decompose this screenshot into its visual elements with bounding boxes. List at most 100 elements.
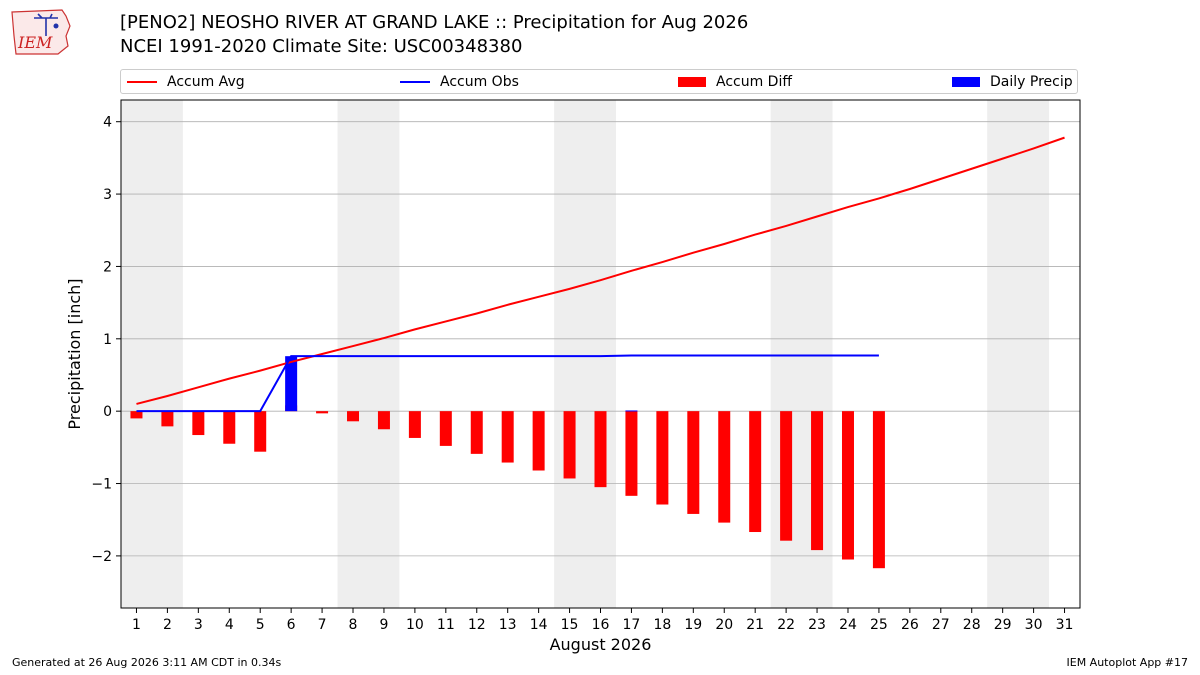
generated-note: Generated at 26 Aug 2026 3:11 AM CDT in …: [12, 656, 282, 669]
accum-diff-bar: [687, 411, 700, 514]
accum-diff-bar: [749, 411, 762, 533]
legend-label-accum-diff: Accum Diff: [716, 74, 793, 90]
logo-text: IEM: [17, 33, 53, 52]
weekend-band: [770, 100, 833, 608]
x-tick-label: 2: [163, 617, 172, 633]
x-tick-label: 22: [777, 617, 795, 633]
accum-diff-bar: [408, 411, 421, 438]
x-tick-label: 17: [623, 617, 641, 633]
x-tick-label: 10: [406, 617, 424, 633]
x-tick-label: 6: [287, 617, 296, 633]
x-tick-label: 12: [468, 617, 486, 633]
bars: [130, 356, 885, 569]
legend-label-daily-precip: Daily Precip: [990, 74, 1073, 90]
x-tick-label: 26: [901, 617, 919, 633]
accum-diff-bar: [161, 411, 174, 427]
accum-diff-bar: [532, 411, 545, 471]
x-tick-label: 3: [194, 617, 203, 633]
series-lines: [136, 136, 1065, 413]
accum-diff-bar: [470, 411, 483, 454]
y-axis-label: Precipitation [inch]: [65, 278, 84, 429]
daily-precip-bar: [285, 356, 298, 412]
x-tick-label: 14: [530, 617, 548, 633]
daily-precip-bar: [625, 410, 638, 412]
accum-diff-bar: [594, 411, 607, 488]
vane-icon: [53, 23, 59, 29]
accum-diff-bar: [192, 411, 205, 436]
legend-swatch-accum-avg: [127, 81, 157, 83]
accum-diff-bar: [780, 411, 793, 541]
x-tick-label: 13: [499, 617, 517, 633]
accum-diff-bar: [439, 411, 452, 446]
chart-subtitle: NCEI 1991-2020 Climate Site: USC00348380: [120, 36, 523, 57]
y-tick-label: 1: [103, 332, 112, 348]
legend-label-accum-obs: Accum Obs: [440, 74, 519, 90]
legend-label-accum-avg: Accum Avg: [167, 74, 245, 90]
chart-title: [PENO2] NEOSHO RIVER AT GRAND LAKE :: Pr…: [120, 12, 749, 33]
app-note: IEM Autoplot App #17: [1066, 656, 1189, 669]
legend-item-accum-avg: Accum Avg: [127, 73, 245, 91]
weekend-band: [337, 100, 400, 608]
accum-diff-bar: [718, 411, 731, 523]
y-tick-label: 2: [103, 259, 112, 275]
x-tick-label: 4: [225, 617, 234, 633]
accum-diff-bar: [223, 411, 236, 444]
accum-diff-bar: [377, 411, 390, 430]
iem-logo: IEM: [11, 9, 71, 55]
x-tick-label: 20: [715, 617, 733, 633]
weekend-band: [554, 100, 616, 608]
weekend-band: [987, 100, 1050, 608]
y-tick-label: 0: [103, 404, 112, 420]
x-axis-label: August 2026: [550, 635, 652, 654]
accum-diff-bar: [811, 411, 824, 551]
x-tick-label: 24: [839, 617, 857, 633]
x-tick-label: 29: [994, 617, 1012, 633]
legend-swatch-accum-obs: [400, 81, 430, 83]
x-tick-label: 18: [653, 617, 671, 633]
y-tick-label: −1: [91, 477, 112, 493]
legend-swatch-daily-precip: [952, 77, 980, 87]
weekend-shading: [121, 100, 1050, 608]
accum-diff-bar: [347, 411, 360, 422]
legend-item-daily-precip: Daily Precip: [952, 73, 1073, 91]
accum-diff-bar: [254, 411, 267, 452]
x-tick-label: 7: [318, 617, 327, 633]
weather-station-icon: [34, 13, 58, 36]
x-tick-label: 1: [132, 617, 141, 633]
x-tick-label: 21: [746, 617, 764, 633]
accum-diff-bar: [872, 411, 885, 569]
x-tick-label: 11: [437, 617, 455, 633]
x-tick-label: 19: [684, 617, 702, 633]
weekend-band: [121, 100, 183, 608]
legend-item-accum-diff: Accum Diff: [678, 73, 792, 91]
x-tick-label: 8: [349, 617, 358, 633]
chart-legend: Accum Avg Accum Obs Accum Diff Daily Pre…: [120, 69, 1078, 94]
x-tick-label: 16: [592, 617, 610, 633]
x-tick-label: 27: [932, 617, 950, 633]
accum-diff-bar: [316, 411, 329, 414]
accum-obs-line: [136, 354, 879, 413]
x-tick-label: 25: [870, 617, 888, 633]
accum-diff-bar: [841, 411, 854, 560]
x-tick-label: 28: [963, 617, 981, 633]
x-tick-label: 31: [1056, 617, 1074, 633]
accum-diff-bar: [656, 411, 669, 505]
accum-diff-bar: [130, 411, 143, 419]
y-tick-label: −2: [91, 549, 112, 565]
accum-diff-bar: [501, 411, 514, 463]
x-tick-label: 5: [256, 617, 265, 633]
iowa-outline-shape: [11, 9, 71, 55]
legend-item-accum-obs: Accum Obs: [400, 73, 519, 91]
accum-diff-bar: [625, 411, 638, 496]
x-tick-label: 9: [379, 617, 388, 633]
x-tick-label: 23: [808, 617, 826, 633]
accum-avg-line: [136, 136, 1065, 405]
y-tick-label: 4: [103, 115, 112, 131]
x-tick-label: 15: [561, 617, 579, 633]
x-tick-label: 30: [1025, 617, 1043, 633]
accum-diff-bar: [563, 411, 576, 479]
legend-swatch-accum-diff: [678, 77, 706, 87]
y-tick-label: 3: [103, 187, 112, 203]
